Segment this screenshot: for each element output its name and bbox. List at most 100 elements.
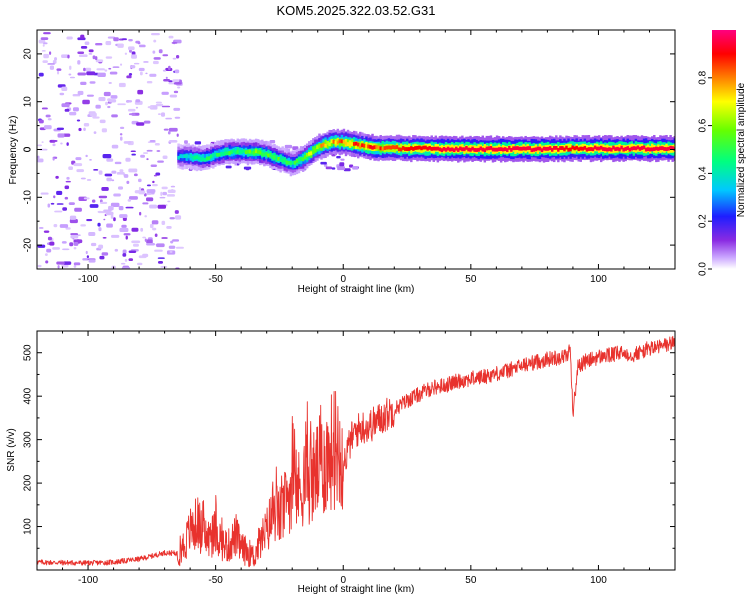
spectrogram-noise-cell (150, 164, 157, 167)
spectrogram-noise-cell (59, 92, 65, 96)
spectrogram-noise-cell (106, 158, 114, 162)
spectrogram-ridge-cell (246, 149, 250, 154)
snr-x-tick-label: -100 (78, 575, 98, 586)
spectrogram-noise-cell (139, 211, 142, 216)
spectrogram-noise-cell (139, 71, 143, 76)
spectrogram-ridge-cell (267, 153, 270, 158)
spectrogram-noise-cell (331, 167, 336, 170)
spectrogram-noise-cell (169, 94, 178, 98)
spectrogram-noise-cell (45, 114, 51, 118)
spectrogram-x-tick-label: -100 (78, 274, 98, 285)
spectrogram-noise-cell (53, 195, 56, 199)
spectrogram-ridge-cell (195, 155, 199, 159)
spectrogram-ridge-cell (461, 147, 464, 152)
spectrogram-noise-cell (168, 127, 178, 132)
spectrogram-noise-cell (73, 262, 81, 266)
colorbar-tick-label: 0.4 (698, 166, 709, 180)
spectrogram-ridge-cell (583, 145, 587, 150)
spectrogram-x-tick-label: 100 (590, 274, 607, 285)
spectrogram-noise-cell (343, 168, 351, 172)
spectrogram-noise-cell (83, 123, 90, 127)
spectrogram-noise-cell (142, 253, 149, 258)
spectrogram-noise-cell (146, 197, 154, 202)
spectrogram-ridge-cell (518, 146, 521, 151)
spectrogram-ridge-cell (226, 147, 229, 156)
spectrogram-ridge-cell (430, 147, 433, 151)
spectrogram-noise-cell (138, 186, 141, 192)
snr-y-tick-label: 500 (23, 344, 34, 361)
spectrogram-ridge-cell (663, 147, 666, 151)
spectrogram-noise-cell (340, 158, 345, 161)
spectrogram-noise-cell (61, 86, 68, 91)
spectrogram-noise-cell (43, 53, 49, 59)
spectrogram-ridge-cell (514, 146, 517, 154)
colorbar: 0.0 0.2 0.4 0.6 0.8 Normalized spectral ampl… (698, 30, 747, 276)
spectrogram-noise-cell (107, 105, 111, 109)
spectrogram-ridge-cell (426, 146, 429, 151)
spectrogram-ridge-cell (475, 148, 478, 152)
spectrogram-noise-cell (43, 230, 50, 233)
spectrogram-noise-cell (119, 133, 123, 136)
spectrogram-noise-cell (84, 41, 90, 45)
snr-x-tick-label: 50 (465, 575, 477, 586)
spectrogram-ridge-cell (542, 146, 546, 151)
spectrogram-noise-cell (97, 210, 102, 213)
spectrogram-noise-cell (138, 44, 146, 48)
spectrogram-ridge-cell (320, 143, 323, 148)
spectrogram-noise-cell (152, 180, 155, 184)
snr-plot-area (37, 331, 675, 570)
spectrogram-ridge-cell (244, 150, 248, 155)
spectrogram-ridge-cell (393, 145, 397, 150)
spectrogram-ridge-cell (632, 146, 636, 151)
spectrogram-noise-cell (155, 172, 161, 176)
spectrogram-ridge-cell (273, 155, 276, 160)
spectrogram-noise-cell (98, 244, 104, 249)
spectrogram-ridge-cell (434, 146, 438, 151)
spectrogram-ridge-cell (563, 147, 566, 152)
spectrogram-ridge-cell (489, 146, 493, 150)
spectrogram-noise-cell (113, 193, 121, 197)
spectrogram-noise-cell (166, 225, 172, 229)
spectrogram-noise-cell (88, 49, 94, 53)
spectrogram-noise-cell (106, 177, 112, 182)
spectrogram-noise-cell (37, 155, 40, 159)
spectrogram-ridge-cell (628, 147, 631, 152)
spectrogram-noise-cell (161, 91, 169, 95)
spectrogram-ridge-cell (534, 147, 538, 152)
spectrogram-noise-cell (65, 227, 71, 230)
spectrogram-noise-cell (174, 116, 181, 119)
spectrogram-noise-cell (97, 72, 106, 77)
spectrogram-noise-cell (98, 195, 108, 199)
spectrogram-ridge-cell (428, 145, 431, 150)
spectrogram-noise-cell (98, 96, 106, 102)
spectrogram-noise-cell (123, 233, 131, 236)
spectrogram-ridge-cell (395, 145, 399, 150)
spectrogram-ridge-cell (493, 147, 497, 152)
spectrogram-noise-cell (119, 169, 124, 173)
spectrogram-noise-cell (153, 57, 161, 60)
spectrogram-noise-cell (127, 108, 136, 112)
spectrogram-noise-cell (149, 73, 157, 77)
spectrogram-ridge-cell (293, 160, 297, 165)
spectrogram-ridge-cell (330, 139, 333, 144)
spectrogram-noise-cell (45, 260, 49, 264)
spectrogram-noise-cell (52, 143, 56, 147)
spectrogram-noise-cell (163, 78, 171, 82)
spectrogram-noise-cell (118, 205, 124, 211)
spectrogram-noise-cell (143, 120, 151, 124)
spectrogram-ridge-cell (448, 147, 452, 152)
spectrogram-noise-cell (60, 142, 63, 145)
spectrogram-ridge-cell (593, 145, 597, 150)
spectrogram-ridge-cell (642, 145, 646, 150)
spectrogram-ridge-cell (259, 150, 262, 155)
spectrogram-noise-cell (42, 44, 45, 47)
spectrogram-noise-cell (73, 265, 77, 268)
spectrogram-ridge-cell (269, 152, 272, 157)
spectrogram-noise-cell (67, 54, 70, 59)
spectrogram-ridge-cell (271, 154, 274, 159)
spectrogram-noise-cell (144, 215, 147, 218)
spectrogram-noise-cell (110, 214, 114, 219)
spectrogram-noise-cell (68, 166, 73, 171)
spectrogram-noise-cell (55, 175, 59, 179)
spectrogram-noise-cell (74, 207, 82, 212)
